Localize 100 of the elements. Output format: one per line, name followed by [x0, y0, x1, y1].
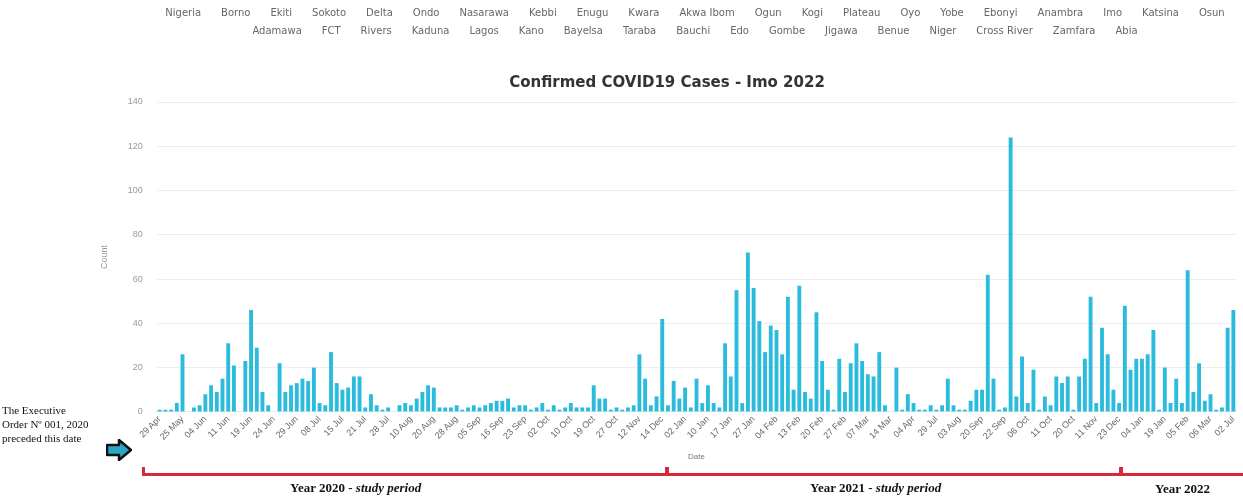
bar: [586, 407, 590, 412]
x-tick-label: 04 Apr: [891, 413, 917, 440]
text: Zamfara: [1052, 24, 1096, 38]
bar: [648, 405, 653, 412]
text: Benue: [877, 24, 910, 38]
text: Year 2021 - study period: [810, 480, 942, 496]
bar: [471, 405, 476, 412]
bar: [894, 367, 899, 412]
bar: [626, 407, 630, 412]
bar: [254, 347, 259, 412]
chart-title: Confirmed COVID19 Cases - Imo 2022: [509, 72, 825, 91]
y-tick-label: 100: [127, 185, 143, 196]
bar: [1060, 383, 1064, 412]
bar: [1042, 396, 1047, 412]
bar: [351, 376, 356, 412]
text: Rivers: [360, 24, 392, 38]
bar: [705, 385, 710, 412]
text: Niger: [929, 24, 957, 38]
bar: [1180, 403, 1184, 412]
x-tick-label: 08 Jul: [298, 413, 323, 438]
bar: [551, 405, 556, 412]
text: Imo: [1103, 6, 1123, 20]
bar: [426, 385, 431, 412]
bar: [985, 274, 990, 412]
bar: [1025, 403, 1030, 412]
bar: [1117, 403, 1122, 412]
x-tick-label: 15 Jul: [321, 413, 346, 438]
y-tick-label: 80: [132, 229, 143, 240]
bar: [289, 385, 293, 412]
bar: [209, 385, 214, 412]
x-tick-label: 02 Oct: [525, 413, 552, 440]
bar: [174, 403, 179, 412]
y-tick-label: 140: [127, 96, 143, 107]
bar: [723, 343, 728, 412]
bar: [568, 403, 573, 412]
text: Kebbi: [528, 6, 557, 20]
text: Adamawa: [252, 24, 302, 38]
text: Bauchi: [676, 24, 711, 38]
text: Bayelsa: [563, 24, 603, 38]
text: Lagos: [469, 24, 499, 38]
bar: [443, 407, 448, 412]
text: Kaduna: [411, 24, 450, 38]
bar: [306, 380, 311, 412]
bar: [488, 403, 493, 412]
bar: [666, 405, 670, 412]
bar: [466, 407, 471, 412]
bar: [1174, 378, 1179, 412]
bar: [386, 407, 391, 412]
text: Anambra: [1037, 6, 1084, 20]
text: Nasarawa: [459, 6, 509, 20]
text: Osun: [1198, 6, 1225, 20]
text: Enugu: [576, 6, 609, 20]
y-tick-label: 0: [137, 406, 143, 417]
bar: [431, 387, 436, 412]
bar: [1197, 363, 1202, 412]
bar: [768, 325, 773, 412]
bar: [980, 389, 985, 412]
text: Kogi: [801, 6, 823, 20]
bar: [329, 352, 333, 412]
bar: [820, 360, 825, 412]
x-tick-label: 02 Jul: [1212, 413, 1237, 438]
bar: [1100, 327, 1104, 412]
y-tick-label: 20: [132, 362, 143, 373]
text: FCT: [321, 24, 341, 38]
bar: [940, 405, 945, 412]
bar: [825, 389, 830, 412]
x-tick-label: 17 Jan: [707, 413, 734, 440]
text: The Executive Order Nº 001, 2020 preceded this date: [2, 403, 90, 445]
bar: [192, 407, 196, 412]
bar: [740, 403, 745, 412]
bar: [700, 403, 705, 412]
bar: [226, 343, 231, 412]
text: Akwa Ibom: [679, 6, 735, 20]
text: Ogun: [754, 6, 782, 20]
text: Edo: [730, 24, 749, 38]
bar: [1065, 376, 1070, 412]
bar: [1077, 376, 1082, 412]
bar: [877, 352, 882, 412]
y-tick-label: 40: [132, 317, 143, 328]
bar: [294, 383, 299, 412]
bar: [249, 310, 253, 412]
text: Ondo: [412, 6, 440, 20]
bar: [865, 374, 870, 412]
text: Kano: [518, 24, 544, 38]
text: Katsina: [1142, 6, 1179, 20]
bar: [448, 407, 453, 412]
bar: [1219, 407, 1224, 412]
bar: [1082, 358, 1087, 412]
bar: [506, 398, 510, 412]
bar: [643, 378, 648, 412]
bar: [728, 376, 733, 412]
bar: [688, 407, 693, 412]
bar: [266, 405, 271, 412]
text: Yobe: [940, 6, 964, 20]
bar: [785, 296, 790, 412]
bar: [843, 391, 847, 412]
bar: [860, 360, 865, 412]
bar: [660, 318, 665, 412]
y-tick-label: 60: [132, 273, 143, 284]
text: Taraba: [622, 24, 657, 38]
